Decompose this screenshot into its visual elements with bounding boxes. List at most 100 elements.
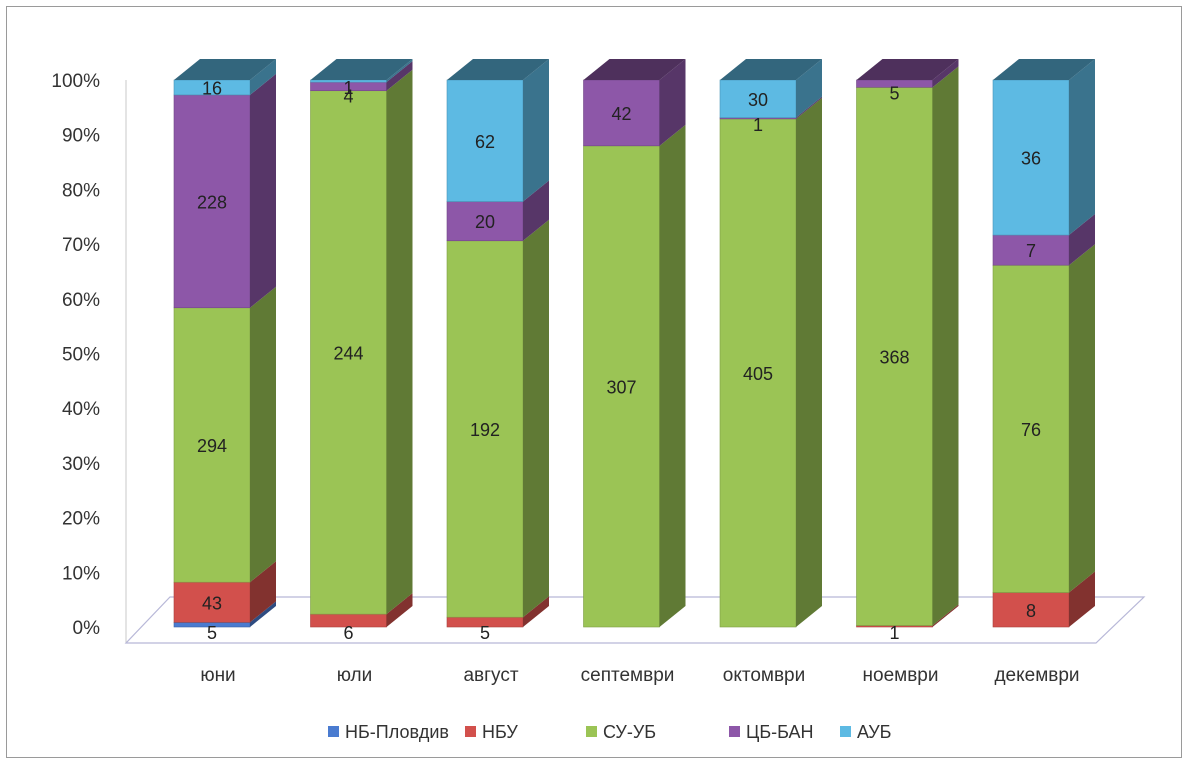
floor-outline bbox=[124, 596, 1146, 644]
bar-segment-side bbox=[523, 180, 549, 241]
bar-top bbox=[447, 59, 549, 80]
data-label: 192 bbox=[470, 420, 500, 440]
y-tick-label: 10% bbox=[62, 563, 100, 584]
y-tick-label: 80% bbox=[62, 180, 100, 201]
bar-segment-side bbox=[1069, 59, 1095, 236]
bar-segment bbox=[446, 240, 524, 618]
legend-label: АУБ bbox=[857, 722, 891, 742]
bar-segment-side bbox=[659, 59, 686, 146]
legend-swatch bbox=[328, 726, 339, 737]
data-label: 5 bbox=[889, 83, 899, 103]
bar-segment-side bbox=[796, 59, 822, 118]
bar-stack bbox=[992, 59, 1095, 628]
data-label: 8 bbox=[1026, 601, 1036, 621]
legend-swatch bbox=[465, 726, 476, 737]
legend-label: ЦБ-БАН bbox=[746, 722, 814, 742]
legend-item: АУБ bbox=[840, 722, 891, 742]
bar-segment-side bbox=[386, 69, 413, 615]
bar-segment-side bbox=[523, 596, 549, 627]
y-tick-label: 60% bbox=[62, 290, 100, 311]
bar-segment-side bbox=[250, 59, 276, 95]
bar-segment-side bbox=[386, 61, 413, 91]
bar-segment-side bbox=[523, 219, 549, 618]
y-tick-label: 40% bbox=[62, 399, 100, 420]
data-label: 1 bbox=[343, 78, 353, 98]
bar-stack bbox=[719, 59, 822, 628]
category-label: юли bbox=[337, 665, 373, 686]
data-label: 5 bbox=[207, 623, 217, 643]
legend-item: ЦБ-БАН bbox=[729, 722, 814, 742]
legend-item: НБ-Пловдив bbox=[328, 722, 449, 742]
y-tick-label: 90% bbox=[62, 126, 100, 147]
data-label: 7 bbox=[1026, 241, 1036, 261]
data-label: 405 bbox=[743, 364, 773, 384]
legend-swatch bbox=[840, 726, 851, 737]
bar-stack bbox=[446, 59, 549, 628]
legend-swatch bbox=[586, 726, 597, 737]
y-tick-label: 20% bbox=[62, 509, 100, 530]
category-label: септември bbox=[581, 665, 675, 686]
legend-item: НБУ bbox=[465, 722, 518, 742]
bar-segment-side bbox=[932, 66, 959, 626]
bar-stack bbox=[856, 59, 959, 628]
bar-top bbox=[310, 59, 413, 80]
data-label: 1 bbox=[889, 623, 899, 643]
data-label: 20 bbox=[475, 212, 495, 232]
bar-top bbox=[174, 59, 276, 80]
bar-segment bbox=[446, 79, 524, 202]
legend-label: СУ-УБ bbox=[603, 722, 656, 742]
legend-swatch bbox=[729, 726, 740, 737]
data-label: 228 bbox=[197, 192, 227, 212]
bar-segment bbox=[992, 264, 1070, 593]
bar-segment-side bbox=[386, 59, 413, 83]
bar-segment-side bbox=[932, 604, 959, 627]
bar-segment-side bbox=[523, 59, 549, 202]
data-label: 62 bbox=[475, 132, 495, 152]
bar-segment bbox=[310, 90, 387, 615]
data-label: 42 bbox=[611, 104, 631, 124]
bar-segment bbox=[173, 94, 251, 309]
bar-segment-side bbox=[1069, 244, 1095, 593]
data-label: 43 bbox=[202, 593, 222, 613]
data-label: 307 bbox=[606, 377, 636, 397]
category-label: декември bbox=[994, 665, 1079, 686]
bar-segment-side bbox=[932, 59, 959, 88]
bar-segment-side bbox=[250, 73, 276, 308]
y-tick-label: 0% bbox=[73, 618, 101, 639]
legend-label: НБ-Пловдив bbox=[345, 722, 449, 742]
bar-segment bbox=[583, 79, 660, 147]
bar-segment-side bbox=[1069, 571, 1095, 627]
y-tick-label: 70% bbox=[62, 235, 100, 256]
bar-stack bbox=[310, 59, 413, 628]
bar-top bbox=[856, 59, 959, 80]
data-label: 5 bbox=[480, 623, 490, 643]
bar-top bbox=[993, 59, 1095, 80]
bar-segment bbox=[583, 145, 660, 628]
bar-segment bbox=[992, 592, 1070, 628]
bar-segment bbox=[856, 87, 933, 626]
data-label: 1 bbox=[753, 115, 763, 135]
bar-segment-side bbox=[386, 593, 413, 627]
category-label: юни bbox=[200, 665, 235, 686]
data-label: 244 bbox=[333, 343, 363, 363]
bar-stack bbox=[173, 59, 276, 628]
legend-label: НБУ bbox=[482, 722, 518, 742]
bar-segment bbox=[992, 234, 1070, 266]
data-label: 368 bbox=[879, 347, 909, 367]
data-label: 294 bbox=[197, 436, 227, 456]
bar-segment bbox=[992, 79, 1070, 236]
category-label: август bbox=[463, 665, 518, 686]
data-label: 76 bbox=[1021, 420, 1041, 440]
bar-segment-side bbox=[1069, 214, 1095, 266]
bar-stack bbox=[583, 59, 686, 628]
bar-segment-side bbox=[796, 96, 822, 119]
legend-item: СУ-УБ bbox=[586, 722, 656, 742]
category-label: октомври bbox=[723, 665, 806, 686]
y-tick-label: 50% bbox=[62, 345, 100, 366]
bar-segment-side bbox=[250, 561, 276, 623]
y-tick-label: 100% bbox=[51, 71, 100, 92]
data-label: 30 bbox=[748, 90, 768, 110]
y-tick-label: 30% bbox=[62, 454, 100, 475]
bar-segment-side bbox=[250, 601, 276, 627]
